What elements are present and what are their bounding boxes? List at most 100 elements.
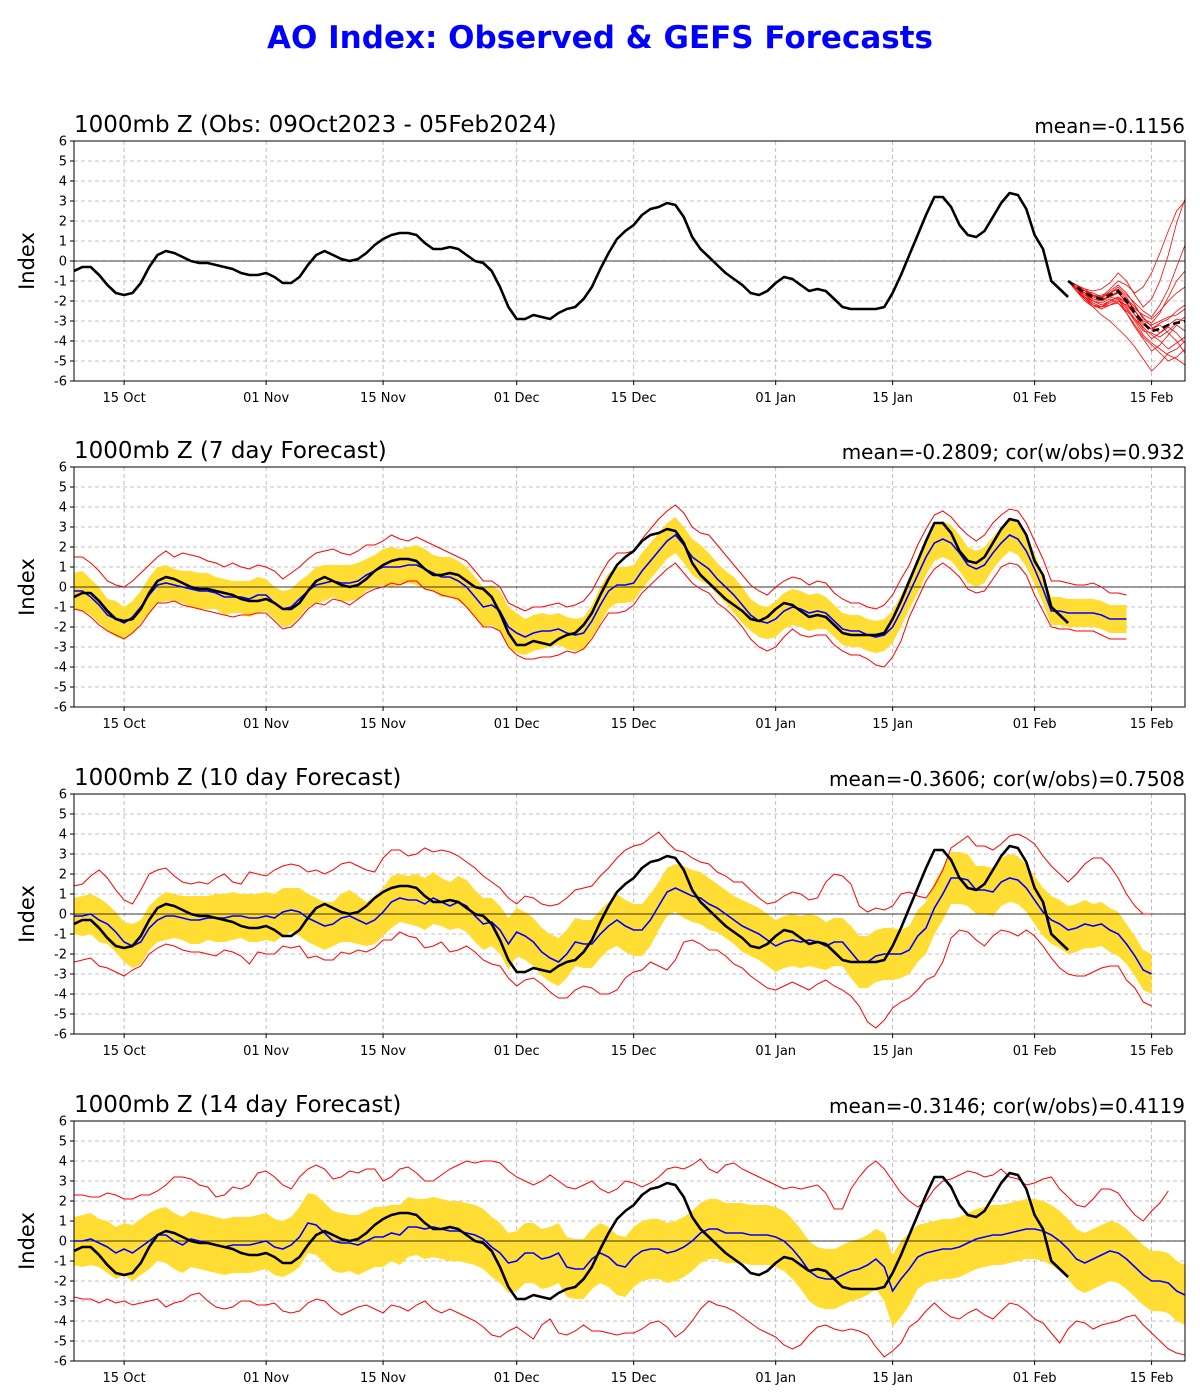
ytick-label: 4 [59,501,67,516]
xtick-label: 01 Dec [494,717,540,732]
xtick-label: 01 Dec [494,1044,540,1059]
ytick-label: 0 [59,581,67,596]
y-axis-label: Index [15,232,39,290]
ytick-label: -6 [54,701,67,716]
member-min-line [74,929,1152,1029]
xtick-label: 15 Feb [1130,391,1174,406]
ytick-label: -5 [54,1335,67,1350]
y-axis-label: Index [15,558,39,616]
xtick-label: 01 Jan [755,717,796,732]
ytick-label: -3 [54,315,67,330]
panel-title: 1000mb Z (Obs: 09Oct2023 - 05Feb2024) [74,112,557,138]
xtick-label: 15 Nov [360,717,406,732]
ensemble-member-line [1067,280,1185,350]
ytick-label: 2 [59,868,67,883]
member-max-line [74,831,1152,915]
ensemble-member-line [1067,280,1185,362]
xtick-label: 15 Feb [1130,1044,1174,1059]
xtick-label: 01 Nov [243,1371,289,1386]
panel-4: -6 -5 -4 -3 -2 -1 0 1 2 3 4 5 6 15 Oct 01 Nov 15 Nov 01 … [15,1092,1186,1386]
plot-area [74,467,1185,707]
ensemble-member-line [1067,270,1185,324]
ytick-label: -2 [54,621,67,636]
ytick-label: -5 [54,1008,67,1023]
ytick-label: 3 [59,521,67,536]
xtick-label: 01 Dec [494,1371,540,1386]
ytick-label: 2 [59,215,67,230]
xtick-label: 15 Dec [611,1371,657,1386]
xtick-label: 15 Jan [872,1371,913,1386]
ytick-label: 0 [59,908,67,923]
ytick-label: -6 [54,375,67,390]
ytick-label: -6 [54,1028,67,1043]
ytick-label: 6 [59,1115,67,1130]
observed-line [74,517,1069,647]
ytick-label: -4 [54,661,67,676]
xtick-label: 15 Dec [611,391,657,406]
xtick-label: 01 Jan [755,1044,796,1059]
xtick-label: 15 Jan [872,717,913,732]
ytick-label: -1 [54,1255,67,1270]
xtick-label: 15 Jan [872,391,913,406]
xtick-label: 01 Nov [243,717,289,732]
xtick-label: 01 Feb [1013,1371,1057,1386]
panel-2: -6 -5 -4 -3 -2 -1 0 1 2 3 4 5 6 15 Oct 01 Nov 15 Nov 01 … [15,438,1186,732]
xtick-label: 15 Feb [1130,717,1174,732]
xtick-label: 15 Oct [103,391,146,406]
observed-line [74,844,1069,974]
forecast-mean-dashed-line [1067,279,1185,333]
plot-area [74,141,1185,381]
ytick-label: -2 [54,1275,67,1290]
member-min-line [74,562,1127,668]
ytick-label: -2 [54,948,67,963]
ytick-label: -1 [54,928,67,943]
ytick-label: 1 [59,561,67,576]
panel-stats: mean=-0.2809; cor(w/obs)=0.932 [842,440,1185,464]
ytick-label: 6 [59,135,67,150]
ytick-label: -4 [54,1315,67,1330]
xtick-label: 01 Feb [1013,1044,1057,1059]
ensemble-mean-line [74,1222,1185,1296]
ytick-label: 2 [59,541,67,556]
xtick-label: 15 Nov [360,1371,406,1386]
ensemble-member-line [1067,280,1185,366]
ytick-label: -4 [54,988,67,1003]
observed-line [74,1171,1069,1301]
ytick-label: 0 [59,1235,67,1250]
ytick-label: -3 [54,968,67,983]
ytick-label: 1 [59,235,67,250]
ensemble-mean-line [74,877,1152,975]
xtick-label: 15 Oct [103,1371,146,1386]
y-axis-label: Index [15,1212,39,1270]
ytick-label: 6 [59,788,67,803]
panel-3: -6 -5 -4 -3 -2 -1 0 1 2 3 4 5 6 15 Oct 01 Nov 15 Nov 01 … [15,765,1186,1059]
plot-area [74,1121,1185,1361]
observed-line [74,191,1069,321]
y-axis-label: Index [15,885,39,943]
panel-stats: mean=-0.3606; cor(w/obs)=0.7508 [829,767,1185,791]
xtick-label: 15 Dec [611,717,657,732]
ensemble-member-line [1067,280,1185,372]
ytick-label: 1 [59,1215,67,1230]
ensemble-member-line [1067,200,1185,298]
ytick-label: -6 [54,1355,67,1370]
xtick-label: 15 Oct [103,1044,146,1059]
ensemble-spread-band [74,1193,1185,1327]
ytick-label: -3 [54,1295,67,1310]
ytick-label: 3 [59,1175,67,1190]
ytick-label: 5 [59,808,67,823]
ytick-label: -2 [54,295,67,310]
xtick-label: 15 Nov [360,391,406,406]
xtick-label: 01 Dec [494,391,540,406]
panel-title: 1000mb Z (7 day Forecast) [74,438,387,464]
panel-stats: mean=-0.1156 [1034,114,1185,138]
xtick-label: 01 Nov [243,391,289,406]
xtick-label: 15 Nov [360,1044,406,1059]
xtick-label: 01 Nov [243,1044,289,1059]
ytick-label: 5 [59,1135,67,1150]
xtick-label: 15 Dec [611,1044,657,1059]
ytick-label: -5 [54,681,67,696]
ytick-label: 3 [59,195,67,210]
member-max-line [74,504,1127,612]
